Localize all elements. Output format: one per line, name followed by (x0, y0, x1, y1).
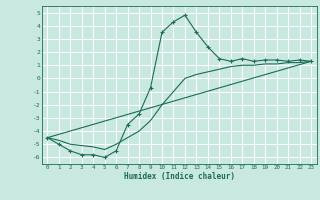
X-axis label: Humidex (Indice chaleur): Humidex (Indice chaleur) (124, 172, 235, 181)
